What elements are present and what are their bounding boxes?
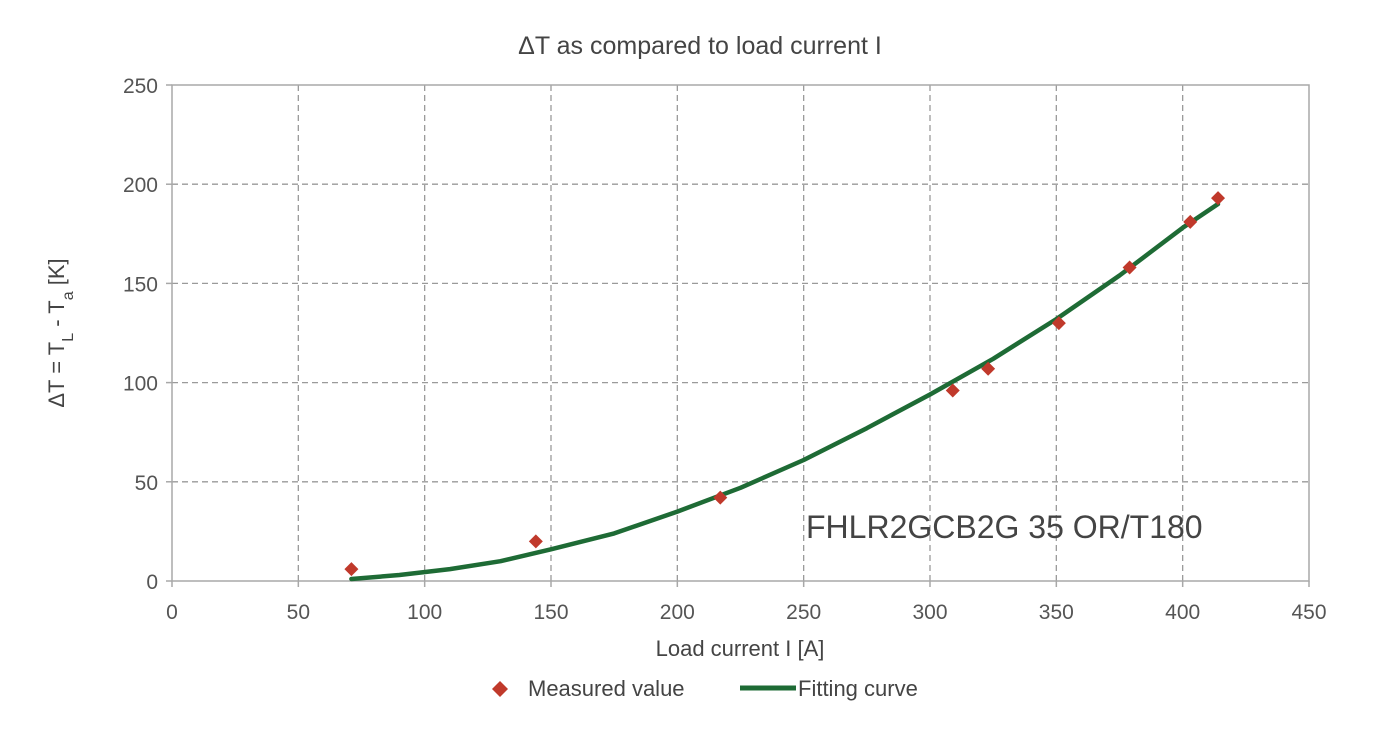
y-axis-label-sub-l: L (60, 333, 77, 342)
legend-fitting-label: Fitting curve (798, 676, 918, 701)
y-axis-label-mid: - T (44, 300, 69, 333)
x-tick-label: 300 (912, 601, 947, 624)
y-tick-label: 150 (123, 273, 158, 296)
series (344, 191, 1226, 582)
y-axis-label-sub-a: a (60, 291, 77, 300)
y-tick-label: 100 (123, 373, 158, 396)
grid (172, 85, 1309, 581)
measured-point (1183, 214, 1198, 229)
measured-point (1211, 191, 1226, 206)
x-tick-label: 350 (1039, 601, 1074, 624)
legend-measured-marker (492, 681, 508, 697)
legend: Measured value Fitting curve (492, 676, 918, 701)
y-tick-label: 250 (123, 75, 158, 98)
legend-measured-label: Measured value (528, 676, 685, 701)
chart-title: ΔT as compared to load current I (518, 32, 882, 60)
y-tick-label: 50 (135, 472, 158, 495)
measured-point (344, 562, 359, 577)
axis-ticks: 0 50 100 150 200 250 300 350 400 450 0 50 100 150 200 2… (123, 75, 1327, 624)
x-tick-label: 250 (786, 601, 821, 624)
x-tick-label: 200 (660, 601, 695, 624)
x-tick-label: 150 (533, 601, 568, 624)
measured-point (1122, 260, 1137, 275)
y-axis-label: ΔT = TL - Ta [K] (44, 258, 77, 407)
x-tick-label: 50 (287, 601, 310, 624)
measured-point (981, 361, 996, 376)
y-tick-label: 0 (146, 571, 158, 594)
x-tick-label: 450 (1291, 601, 1326, 624)
x-tick-label: 100 (407, 601, 442, 624)
x-axis-label: Load current I [A] (656, 636, 825, 661)
y-axis-label-main: ΔT = T (44, 342, 69, 408)
fitting-curve-line (349, 201, 1221, 582)
measured-point (1051, 316, 1066, 331)
x-tick-label: 400 (1165, 601, 1200, 624)
y-tick-label: 200 (123, 174, 158, 197)
x-tick-label: 0 (166, 601, 178, 624)
measured-point (945, 383, 960, 398)
y-axis-label-end: [K] (44, 258, 69, 291)
chart-annotation: FHLR2GCB2G 35 OR/T180 (806, 509, 1203, 545)
plot-frame (171, 84, 1310, 582)
measured-point (528, 534, 543, 549)
measured-point (713, 490, 728, 505)
